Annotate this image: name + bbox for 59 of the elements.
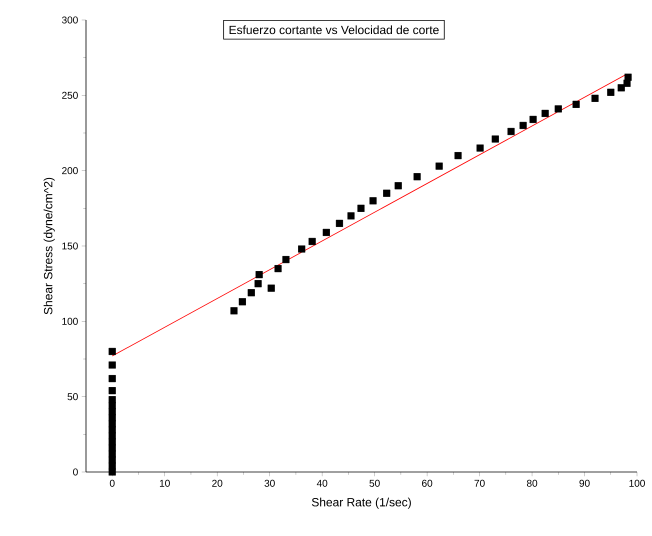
chart-title: Esfuerzo cortante vs Velocidad de corte xyxy=(230,25,439,34)
point xyxy=(476,144,484,152)
x-tick-label: 90 xyxy=(579,480,590,487)
point xyxy=(624,74,632,81)
point xyxy=(554,105,562,112)
y-tick-label: 50 xyxy=(68,393,78,400)
point xyxy=(108,396,116,404)
x-tick-label: 100 xyxy=(629,480,645,487)
point xyxy=(507,128,515,136)
point xyxy=(414,173,421,180)
x-tick-label: 80 xyxy=(526,480,538,487)
point xyxy=(436,162,443,170)
x-tick-label: 50 xyxy=(369,480,380,487)
point xyxy=(394,182,402,190)
point xyxy=(618,84,625,92)
x-tick-label: 40 xyxy=(316,480,328,487)
point xyxy=(383,190,390,197)
point xyxy=(492,135,499,143)
x-tick-label: 30 xyxy=(264,480,275,487)
x-axis-title: Shear Rate (1/sec) xyxy=(312,498,411,509)
point xyxy=(256,271,263,278)
x-tick-label: 60 xyxy=(422,480,432,487)
point xyxy=(282,256,290,264)
point xyxy=(542,110,549,117)
y-tick-label: 150 xyxy=(62,242,78,250)
point xyxy=(248,289,255,296)
point xyxy=(623,80,631,87)
point xyxy=(322,228,330,236)
point xyxy=(607,88,614,96)
point xyxy=(238,298,246,306)
point xyxy=(530,116,537,124)
point xyxy=(572,100,580,108)
point xyxy=(268,284,275,292)
x-tick-label: 10 xyxy=(160,480,170,487)
point xyxy=(369,197,377,204)
point xyxy=(591,94,599,102)
x-tick-label: 0 xyxy=(110,480,115,487)
x-tick-label: 20 xyxy=(212,480,222,487)
point xyxy=(108,375,116,382)
point xyxy=(520,122,527,130)
y-tick-label: 200 xyxy=(62,167,78,174)
y-tick-label: 100 xyxy=(62,318,78,325)
y-tick-label: 300 xyxy=(62,16,78,24)
point xyxy=(454,152,462,160)
point xyxy=(308,238,316,246)
point xyxy=(108,361,116,369)
x-tick-label: 70 xyxy=(474,480,485,487)
point xyxy=(298,245,306,253)
y-tick-label: 250 xyxy=(62,92,78,99)
point xyxy=(336,220,344,227)
point xyxy=(230,307,238,314)
y-axis-title: Shear Stress (dyne/cm^2) xyxy=(44,178,55,314)
y-tick-label: 0 xyxy=(73,468,78,476)
point xyxy=(108,348,116,356)
point xyxy=(347,212,355,220)
point xyxy=(274,265,282,272)
point xyxy=(254,280,262,288)
point xyxy=(108,387,116,394)
point xyxy=(357,204,365,212)
